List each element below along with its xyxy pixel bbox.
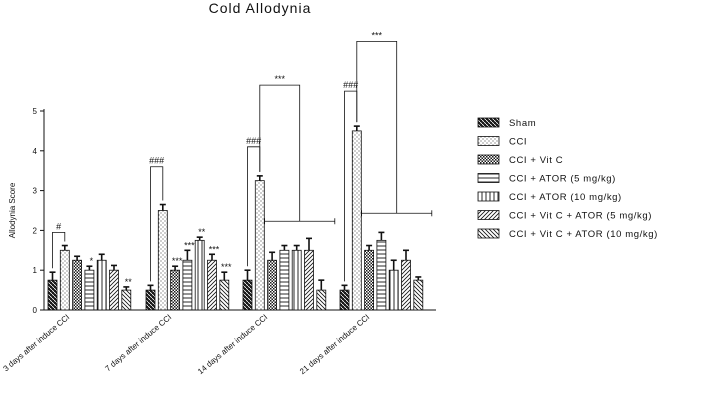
- legend-item: CCI + ATOR (5 mg/kg): [477, 173, 616, 185]
- legend-swatch: [477, 154, 500, 165]
- legend-swatch: [477, 191, 500, 202]
- group-comparison-bracket: [356, 40, 398, 214]
- legend-swatch: [477, 228, 500, 239]
- significance-label: ***: [221, 262, 232, 272]
- bar: [72, 259, 82, 311]
- legend-swatch: [477, 210, 500, 220]
- y-tick-label: 4: [33, 147, 38, 156]
- legend-swatch: [477, 117, 500, 128]
- significance-label: **: [125, 277, 133, 287]
- bar: [413, 279, 424, 311]
- bar: [109, 269, 119, 311]
- bar: [157, 210, 168, 311]
- bracket-label: #: [56, 221, 61, 231]
- bar: [401, 259, 411, 311]
- bar: [121, 289, 132, 311]
- legend-swatch: [477, 173, 500, 183]
- group-comparison-label: ***: [371, 30, 382, 40]
- bar: [145, 289, 156, 311]
- bar: [194, 239, 205, 311]
- bar: [182, 259, 193, 311]
- bar: [316, 289, 327, 311]
- y-tick-label: 3: [33, 187, 38, 196]
- bar: [291, 249, 302, 311]
- bar: [304, 249, 314, 311]
- y-tick-label: 5: [33, 107, 38, 116]
- y-axis-label: Allodynia Score: [8, 182, 17, 238]
- bracket-label: ###: [246, 136, 261, 146]
- legend-label: CCI + ATOR (5 mg/kg): [509, 174, 616, 185]
- legend-swatch: [477, 136, 500, 146]
- bracket-label: ###: [149, 156, 164, 166]
- legend-item: Sham: [477, 117, 536, 129]
- bar: [47, 279, 58, 311]
- legend-label: CCI + Vit C + ATOR (5 mg/kg): [509, 211, 652, 222]
- x-category-label: 14 days after induce CCI: [196, 313, 269, 376]
- bar: [219, 279, 230, 311]
- legend-label: Sham: [509, 118, 536, 129]
- bar: [376, 239, 387, 311]
- x-category-label: 3 days after induce CCI: [1, 313, 71, 374]
- bracket-label: ###: [343, 80, 358, 90]
- bar: [279, 249, 290, 311]
- x-category-label: 7 days after induce CCI: [103, 313, 173, 374]
- y-tick-label: 1: [33, 266, 38, 275]
- significance-label: ***: [184, 240, 195, 250]
- group-comparison-bracket: [259, 84, 301, 222]
- comparison-bracket: [52, 231, 66, 269]
- legend-item: CCI: [477, 136, 527, 148]
- bar: [170, 269, 181, 311]
- bar: [59, 249, 70, 311]
- bar: [364, 249, 375, 311]
- x-category-label: 21 days after induce CCI: [298, 313, 371, 376]
- bar: [254, 180, 265, 311]
- bar: [388, 269, 399, 311]
- significance-label: ***: [209, 244, 220, 254]
- chart-title: Cold Allodynia: [208, 0, 312, 16]
- bar: [339, 289, 350, 311]
- bar: [96, 259, 107, 311]
- bar: [351, 130, 362, 311]
- significance-label: *: [90, 256, 94, 266]
- legend-item: CCI + Vit C: [477, 154, 563, 166]
- y-tick-label: 0: [33, 306, 38, 315]
- legend-item: CCI + Vit C + ATOR (10 mg/kg): [477, 228, 658, 240]
- legend-label: CCI + Vit C + ATOR (10 mg/kg): [509, 229, 658, 240]
- legend-item: CCI + ATOR (10 mg/kg): [477, 191, 622, 203]
- legend-label: CCI + ATOR (10 mg/kg): [509, 192, 622, 203]
- y-tick-label: 2: [33, 226, 38, 235]
- significance-label: ***: [172, 256, 183, 266]
- bar: [242, 279, 253, 311]
- legend-item: CCI + Vit C + ATOR (5 mg/kg): [477, 210, 652, 222]
- comparison-bracket: [150, 166, 164, 282]
- bar: [84, 269, 95, 311]
- bar: [267, 259, 278, 311]
- significance-label: **: [198, 227, 206, 237]
- legend-label: CCI: [509, 137, 527, 148]
- group-comparison-label: ***: [274, 74, 285, 84]
- legend-label: CCI + Vit C: [509, 155, 563, 166]
- bar: [207, 259, 217, 311]
